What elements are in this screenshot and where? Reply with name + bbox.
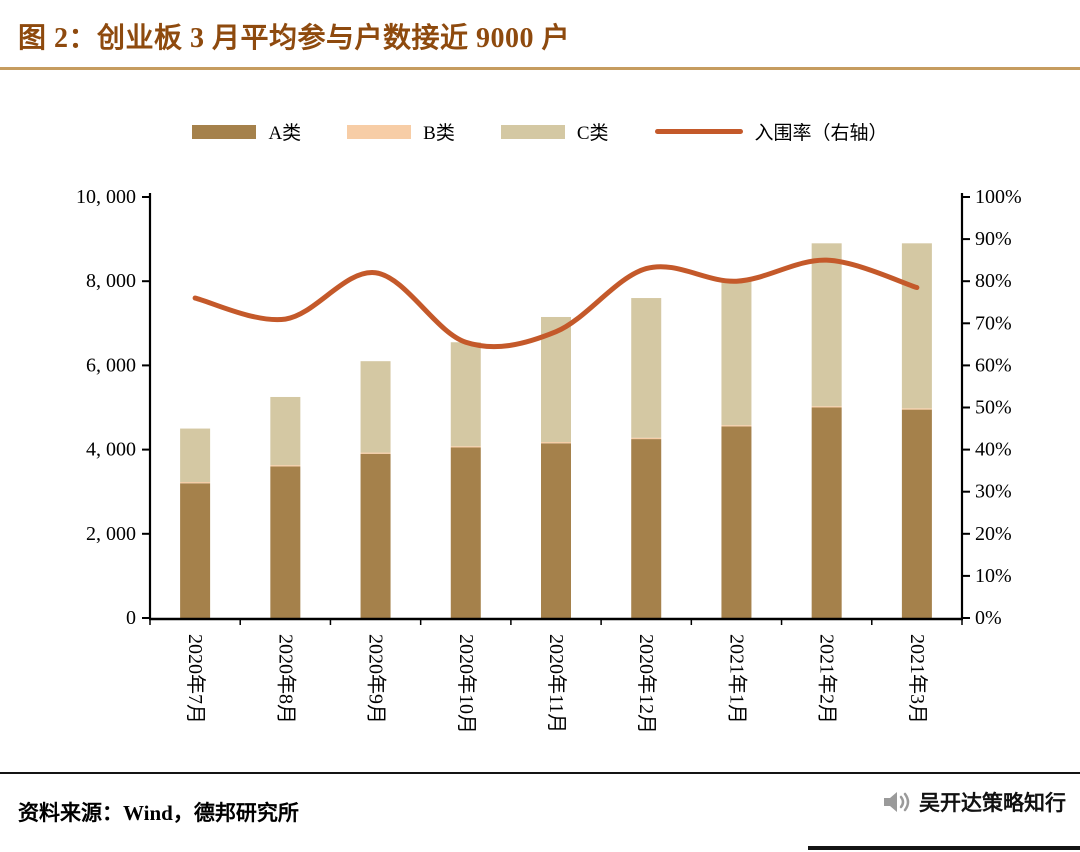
legend-item: B类 [347,118,455,145]
right-axis-tick-label: 80% [975,270,1012,292]
right-axis-tick-label: 30% [975,481,1012,503]
legend-swatch-a [192,124,257,139]
bar-segment [721,426,752,618]
legend-label: 入围率（右轴） [754,123,888,144]
legend-item: 入围率（右轴） [654,118,888,145]
bottom-divider [808,846,1080,850]
legend-swatch-b [347,124,412,139]
x-axis-category-label: 2020年7月 [184,634,207,724]
bar-segment [631,298,662,438]
x-axis-category-label: 2020年11月 [545,634,568,733]
x-axis-category-label: 2020年12月 [635,634,658,734]
bar-segment [270,396,301,466]
bar-segment [450,447,481,618]
bar-segment [631,439,662,618]
title-divider [0,67,1080,70]
x-axis-category-label: 2021年2月 [816,634,839,724]
bar-segment [811,406,842,408]
bar-segment [901,243,932,409]
x-axis-category-label: 2020年8月 [274,634,297,724]
left-axis-tick-label: 0 [126,607,136,629]
x-axis-category-label: 2021年3月 [906,634,929,724]
brand: 吴开达策略知行 [882,787,1066,817]
left-axis-tick-label: 6, 000 [86,354,136,376]
x-axis-category-label: 2021年1月 [725,634,748,724]
legend-swatch-line [654,129,743,134]
bar-segment [541,443,571,618]
left-axis-tick-label: 4, 000 [86,439,136,461]
bar-segment [541,442,571,444]
bar-segment [270,465,301,467]
right-axis-tick-label: 60% [975,354,1012,376]
bar-segment [360,453,391,618]
legend-swatch-c [500,124,565,139]
x-axis-ticks [149,619,963,625]
bar-segment [180,428,211,483]
data-source: 资料来源：Wind，德邦研究所 [18,801,299,825]
right-axis-tick-label: 70% [975,312,1012,334]
x-axis-labels: 2020年7月 2020年8月 2020年9月 2020年10月 2020年11月 202… [184,634,929,734]
brand-name: 吴开达策略知行 [919,792,1066,815]
x-axis-category-label: 2020年10月 [455,634,478,734]
bar-segment [811,243,842,407]
left-axis-tick-label: 10, 000 [76,186,136,208]
right-axis-tick-label: 50% [975,397,1012,419]
bar-series [180,243,932,618]
right-axis-tick-label: 100% [975,186,1022,208]
right-axis-tick-label: 20% [975,523,1012,545]
bar-segment [811,407,842,618]
bar-segment [360,452,391,454]
legend-label: A类 [268,123,302,144]
right-axis-labels: 100% 90% 80% 70% 60% 50% 40% 30% 20% 10% 0% [962,186,1022,629]
bar-segment [721,425,752,427]
axes [148,193,964,621]
right-axis-tick-label: 90% [975,228,1012,250]
bar-segment [450,446,481,448]
bar-segment [901,409,932,618]
legend-label: C类 [576,123,609,144]
bar-segment [631,437,662,440]
footer-divider [0,772,1080,774]
bar-segment [360,361,391,453]
right-axis-tick-label: 10% [975,565,1012,587]
bar-segment [180,483,211,618]
figure-title: 图 2：创业板 3 月平均参与户数接近 9000 户 [18,23,571,54]
right-axis-tick-label: 0% [975,607,1002,629]
speaker-icon [884,792,910,812]
legend-item: A类 [192,118,301,145]
bar-segment [270,466,301,618]
rate-line-series [192,257,920,350]
legend-label: B类 [423,123,455,144]
left-axis-tick-label: 2, 000 [86,523,136,545]
bar-segment [450,342,481,447]
bar-segment [180,482,211,484]
x-axis-category-label: 2020年9月 [365,634,388,724]
left-axis-tick-label: 8, 000 [86,270,136,292]
legend-item: C类 [500,118,609,145]
bar-segment [901,408,932,410]
chart-canvas: 10, 000 8, 000 6, 000 4, 000 2, 000 0 100% 90% 8… [76,186,1022,734]
bar-segment [721,279,752,426]
left-axis-labels: 10, 000 8, 000 6, 000 4, 000 2, 000 0 [76,186,150,629]
right-axis-tick-label: 40% [975,439,1012,461]
legend: A类 B类 C类 入围率（右轴） [0,118,1080,145]
